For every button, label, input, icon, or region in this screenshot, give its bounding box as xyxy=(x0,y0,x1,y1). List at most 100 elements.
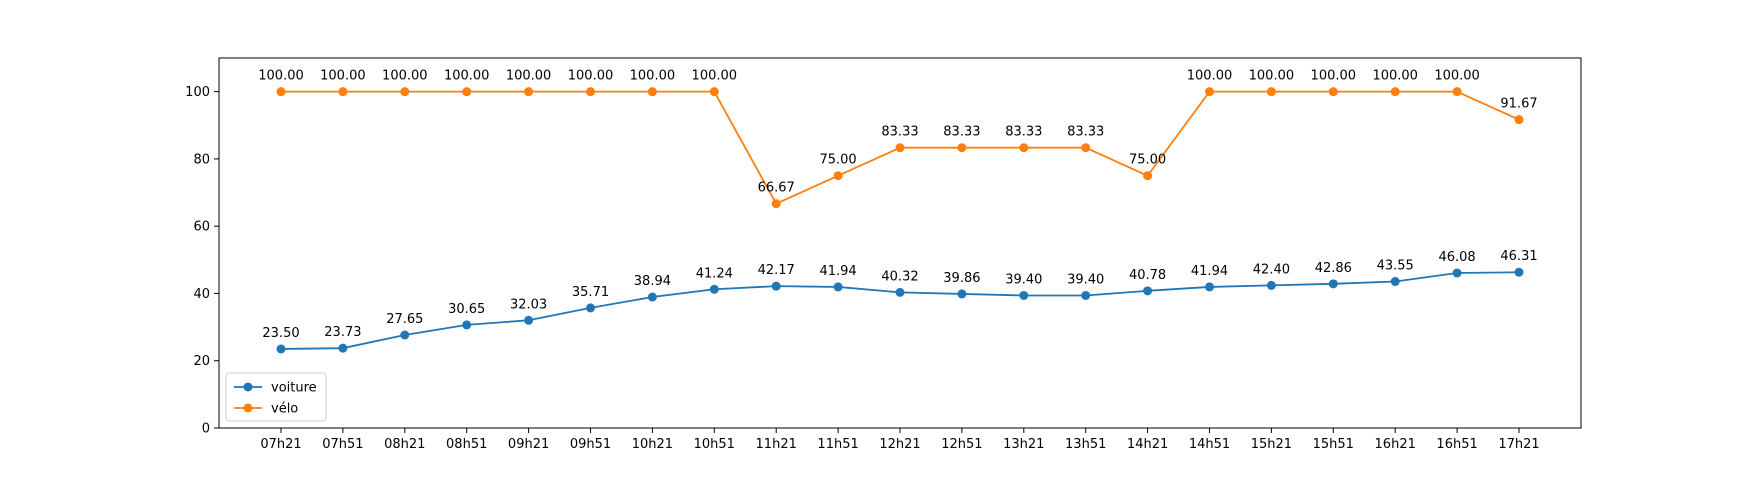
data-point xyxy=(957,289,967,299)
x-tick-label: 11h21 xyxy=(756,437,797,452)
data-label: 75.00 xyxy=(1129,153,1166,168)
x-tick-label: 13h51 xyxy=(1065,437,1106,452)
data-label: 100.00 xyxy=(630,69,676,84)
data-label: 83.33 xyxy=(881,125,918,140)
data-label: 42.40 xyxy=(1253,262,1290,277)
data-point xyxy=(1328,87,1338,97)
data-point xyxy=(400,87,410,97)
data-label: 100.00 xyxy=(568,69,614,84)
x-tick-label: 11h51 xyxy=(817,437,858,452)
y-tick-label: 40 xyxy=(193,287,210,302)
data-label: 41.24 xyxy=(696,266,733,281)
y-tick-label: 60 xyxy=(193,220,210,235)
x-tick-label: 17h21 xyxy=(1498,437,1539,452)
data-label: 39.40 xyxy=(1005,272,1042,287)
y-tick-label: 20 xyxy=(193,354,210,369)
data-point xyxy=(957,143,967,153)
x-tick-label: 09h51 xyxy=(570,437,611,452)
data-point xyxy=(1081,143,1091,153)
data-label: 42.17 xyxy=(758,263,795,278)
data-label: 40.32 xyxy=(881,269,918,284)
data-point xyxy=(833,282,843,292)
data-label: 100.00 xyxy=(444,69,490,84)
x-tick-label: 14h51 xyxy=(1189,437,1230,452)
data-point xyxy=(771,281,781,291)
data-label: 27.65 xyxy=(386,312,423,327)
data-point xyxy=(1143,286,1153,296)
data-label: 40.78 xyxy=(1129,268,1166,283)
data-point xyxy=(1452,268,1462,278)
x-tick-label: 08h51 xyxy=(446,437,487,452)
data-point xyxy=(647,292,657,302)
data-point xyxy=(462,320,472,330)
data-label: 100.00 xyxy=(320,69,366,84)
data-label: 46.31 xyxy=(1500,249,1537,264)
data-label: 35.71 xyxy=(572,285,609,300)
data-labels: 23.50 23.73 27.65 30.65 32.03 35.71 38.94 41.24… xyxy=(258,69,1537,341)
data-point xyxy=(338,343,348,353)
data-point xyxy=(1019,290,1029,300)
data-point xyxy=(1081,290,1091,300)
x-tick-label: 15h21 xyxy=(1251,437,1292,452)
series-group xyxy=(276,87,1524,354)
data-label: 83.33 xyxy=(1067,125,1104,140)
data-point xyxy=(1514,267,1524,277)
y-tick-label: 100 xyxy=(185,85,210,100)
y-tick-label: 0 xyxy=(202,422,210,437)
x-tick-label: 10h21 xyxy=(632,437,673,452)
data-point xyxy=(586,87,595,97)
data-label: 100.00 xyxy=(506,69,552,84)
legend-entry: vélo xyxy=(271,402,298,417)
data-point xyxy=(895,287,905,297)
data-point xyxy=(895,143,905,153)
x-tick-label: 09h21 xyxy=(508,437,549,452)
data-point xyxy=(276,344,286,354)
data-label: 100.00 xyxy=(382,69,428,84)
data-point xyxy=(400,330,410,340)
legend-swatch-marker xyxy=(243,382,253,392)
data-label: 83.33 xyxy=(943,125,980,140)
data-point xyxy=(709,284,719,294)
data-label: 38.94 xyxy=(634,274,671,289)
data-point xyxy=(833,171,843,181)
x-tick-label: 16h21 xyxy=(1375,437,1416,452)
x-tick-label: 10h51 xyxy=(694,437,735,452)
legend-swatch-marker xyxy=(243,403,253,413)
data-point xyxy=(1390,277,1400,287)
data-label: 100.00 xyxy=(1311,69,1357,84)
data-label: 100.00 xyxy=(692,69,738,84)
y-tick-label: 80 xyxy=(193,152,210,167)
x-tick-label: 12h21 xyxy=(879,437,920,452)
x-tick-label: 13h21 xyxy=(1003,437,1044,452)
data-label: 75.00 xyxy=(819,153,856,168)
data-label: 66.67 xyxy=(758,181,795,196)
data-point xyxy=(1514,115,1524,125)
data-point xyxy=(586,303,595,313)
data-label: 39.86 xyxy=(943,271,980,286)
data-point xyxy=(709,87,719,97)
data-point xyxy=(771,199,781,209)
data-label: 23.73 xyxy=(324,325,361,340)
x-tick-label: 16h51 xyxy=(1436,437,1477,452)
data-point xyxy=(1143,171,1153,181)
data-point xyxy=(1205,87,1214,97)
data-label: 91.67 xyxy=(1500,97,1537,112)
data-point xyxy=(1452,87,1462,97)
data-point xyxy=(1019,143,1029,153)
data-label: 100.00 xyxy=(258,69,304,84)
legend-entry: voiture xyxy=(271,381,317,396)
x-tick-label: 14h21 xyxy=(1127,437,1168,452)
data-label: 41.94 xyxy=(1191,264,1228,279)
data-point xyxy=(1266,280,1276,290)
data-label: 23.50 xyxy=(262,326,299,341)
data-point xyxy=(524,315,534,325)
data-label: 100.00 xyxy=(1187,69,1233,84)
data-label: 83.33 xyxy=(1005,125,1042,140)
data-point xyxy=(1205,282,1214,292)
x-tick-label: 08h21 xyxy=(384,437,425,452)
axes: 0 20 40 60 80 100 07h21 07h51 08h21 08h51 09h21 09h… xyxy=(185,57,1582,452)
x-tick-label: 07h51 xyxy=(322,437,363,452)
data-label: 32.03 xyxy=(510,297,547,312)
data-point xyxy=(1390,87,1400,97)
